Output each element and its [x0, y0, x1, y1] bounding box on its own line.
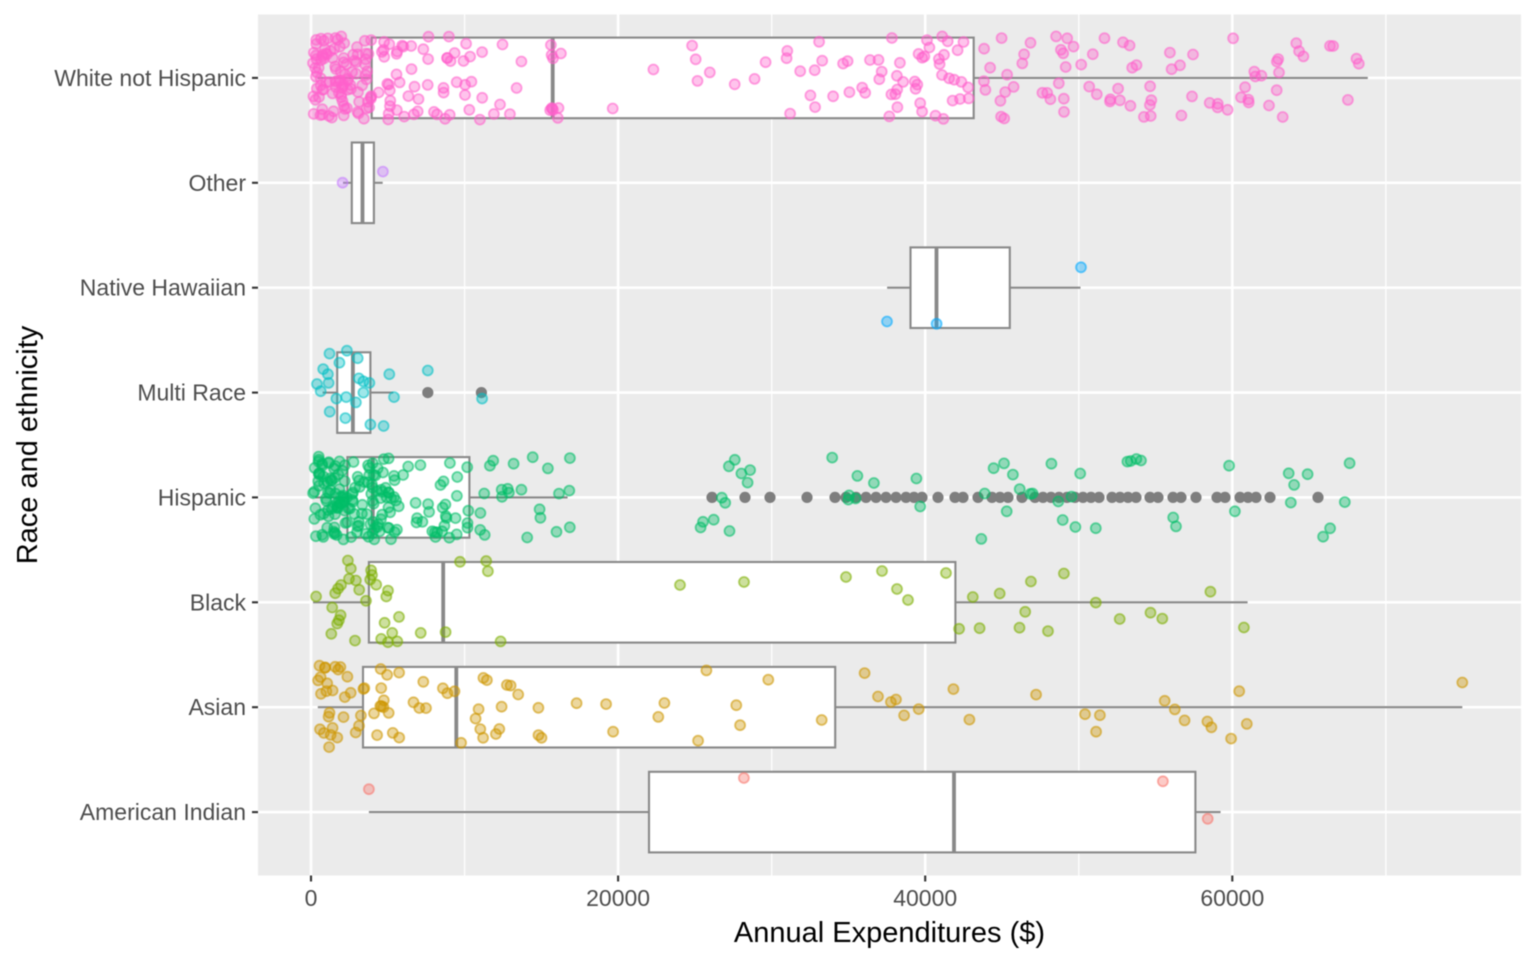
svg-text:Annual Expenditures ($): Annual Expenditures ($) — [734, 917, 1045, 949]
svg-text:Other: Other — [188, 170, 246, 196]
svg-text:40000: 40000 — [893, 885, 957, 911]
svg-text:Native Hawaiian: Native Hawaiian — [80, 275, 246, 301]
svg-text:Race and ethnicity: Race and ethnicity — [12, 325, 44, 564]
svg-text:Hispanic: Hispanic — [158, 484, 246, 510]
svg-text:American Indian: American Indian — [80, 799, 246, 825]
svg-text:Black: Black — [190, 589, 247, 615]
svg-text:White not Hispanic: White not Hispanic — [54, 65, 246, 91]
svg-text:Multi Race: Multi Race — [137, 380, 246, 406]
svg-text:60000: 60000 — [1200, 885, 1264, 911]
svg-text:20000: 20000 — [586, 885, 650, 911]
svg-text:0: 0 — [305, 885, 318, 911]
svg-text:Asian: Asian — [188, 694, 246, 720]
